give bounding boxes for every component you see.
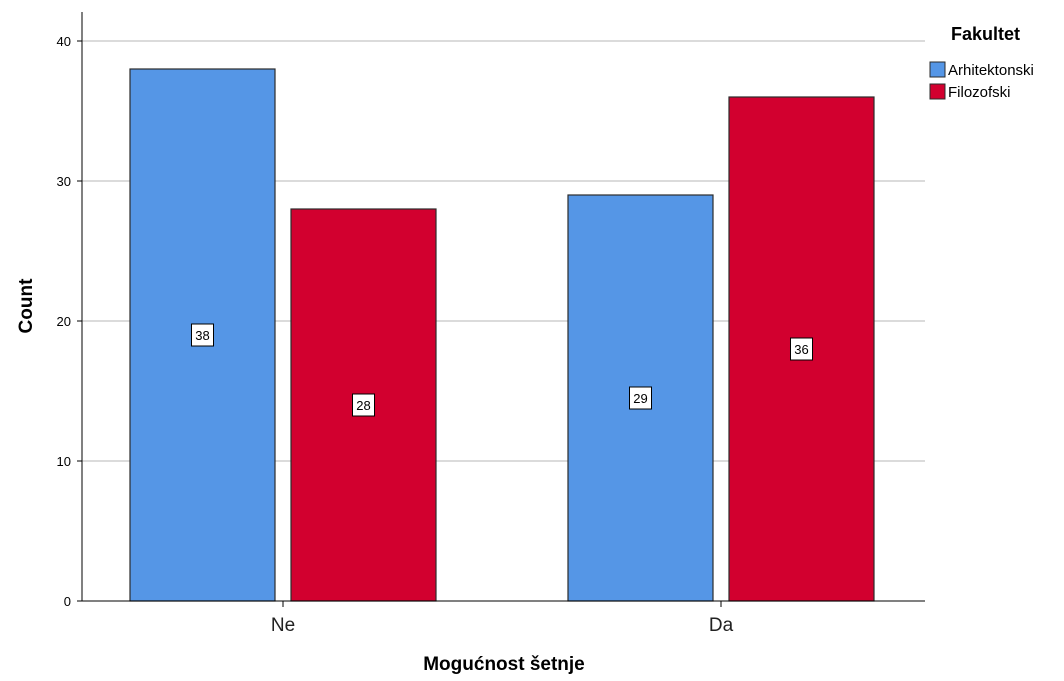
data-label: 29	[629, 386, 652, 410]
y-tick-label: 10	[57, 454, 71, 469]
legend-swatch	[929, 83, 946, 100]
legend-swatch	[929, 61, 946, 78]
data-label-box	[629, 386, 652, 410]
x-tick-label: Da	[709, 615, 734, 636]
legend-title: Fakultet	[951, 24, 1020, 44]
legend-items: Arhitektonski Filozofski	[929, 61, 1034, 101]
data-label-text: 36	[794, 342, 808, 357]
y-ticks: 0 10 20 30 40	[57, 34, 82, 609]
x-axis-title: Mogućnost šetnje	[423, 654, 585, 675]
data-label-box	[790, 337, 813, 361]
legend-item: Filozofski	[929, 83, 1011, 101]
y-tick-label: 0	[64, 594, 71, 609]
x-ticks: Ne Da	[271, 601, 734, 636]
data-label: 28	[352, 393, 375, 417]
y-tick-label: 30	[57, 174, 71, 189]
data-label-text: 29	[633, 391, 647, 406]
data-label-text: 28	[356, 398, 370, 413]
data-label-box	[352, 393, 375, 417]
legend-label: Filozofski	[948, 84, 1011, 101]
y-axis-title: Count	[16, 278, 37, 334]
y-tick-label: 20	[57, 314, 71, 329]
data-label-box	[191, 323, 214, 347]
y-tick-label: 40	[57, 34, 71, 49]
axes	[81, 12, 925, 602]
data-labels: 38 28 29 36	[191, 323, 813, 417]
data-label: 38	[191, 323, 214, 347]
bars	[129, 68, 875, 602]
data-label-text: 38	[195, 328, 209, 343]
x-tick-label: Ne	[271, 615, 295, 636]
legend-item: Arhitektonski	[929, 61, 1034, 79]
legend: Fakultet Arhitektonski Filozofski	[929, 24, 1034, 101]
legend-label: Arhitektonski	[948, 62, 1034, 79]
data-label: 36	[790, 337, 813, 361]
